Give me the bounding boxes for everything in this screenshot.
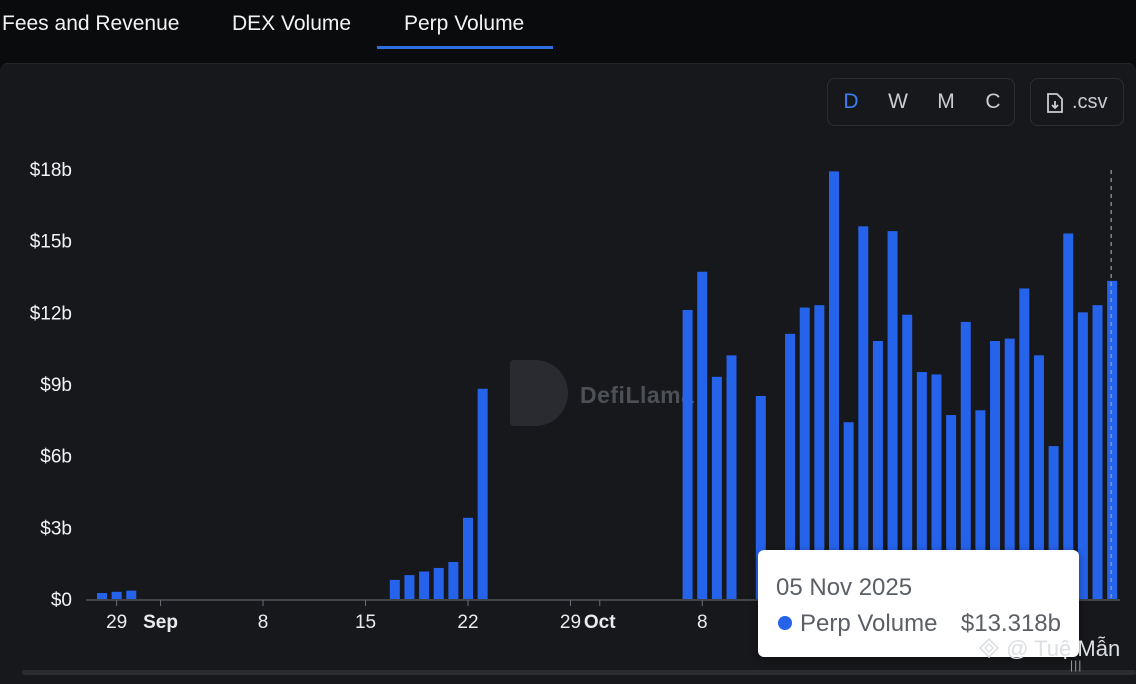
bar[interactable] — [97, 593, 107, 599]
bar[interactable] — [975, 410, 986, 599]
file-download-icon — [1047, 93, 1063, 113]
defillama-watermark: DefiLlama — [510, 360, 710, 430]
active-tab-indicator — [377, 46, 553, 49]
bar[interactable] — [872, 341, 883, 599]
x-tick-label: 29 — [560, 612, 581, 633]
tab-fees-and-revenue[interactable]: Fees and Revenue — [2, 12, 180, 35]
series-color-dot — [778, 616, 792, 630]
bar[interactable] — [477, 388, 488, 599]
csv-button-label: .csv — [1072, 91, 1108, 113]
bar[interactable] — [960, 321, 971, 599]
bar[interactable] — [697, 271, 708, 599]
bar[interactable] — [858, 226, 869, 600]
bar[interactable] — [1107, 280, 1118, 599]
y-tick-label: $3b — [40, 518, 72, 539]
x-tick-label: Oct — [584, 612, 616, 633]
bar[interactable] — [726, 355, 737, 599]
bar[interactable] — [111, 591, 122, 599]
granularity-daily-button[interactable]: D — [843, 90, 859, 113]
x-tick-label: 8 — [258, 612, 269, 633]
bar[interactable] — [1048, 446, 1059, 599]
defillama-logo-icon — [510, 360, 568, 426]
y-tick-label: $0 — [51, 590, 72, 611]
x-tick-label: Sep — [143, 612, 178, 633]
bar[interactable] — [887, 231, 898, 599]
bar[interactable] — [931, 374, 942, 599]
bar[interactable] — [946, 415, 957, 599]
bar[interactable] — [682, 309, 693, 599]
credit-text: @ Tuệ Mẫn — [1006, 636, 1121, 661]
bar[interactable] — [126, 590, 137, 599]
bar[interactable] — [1019, 288, 1030, 599]
bar[interactable] — [916, 372, 927, 599]
bar[interactable] — [785, 333, 796, 599]
bar[interactable] — [843, 422, 854, 599]
tooltip-series-name: Perp Volume — [800, 610, 938, 637]
bar-series — [97, 171, 1118, 600]
y-tick-label: $12b — [30, 303, 72, 324]
y-tick-label: $18b — [30, 160, 72, 181]
y-tick-label: $9b — [40, 375, 72, 396]
chart-tooltip: 05 Nov 2025 Perp Volume $13.318b — [758, 550, 1079, 657]
tooltip-value: $13.318b — [960, 610, 1061, 637]
granularity-cumulative-button[interactable]: C — [985, 90, 1001, 113]
bar[interactable] — [1004, 338, 1015, 599]
bar[interactable] — [829, 171, 839, 599]
author-credit: @ Tuệ Mẫn — [978, 636, 1120, 662]
scrollbar-grip-icon[interactable]: ||| — [1070, 658, 1083, 672]
bar[interactable] — [1092, 305, 1103, 599]
bar[interactable] — [433, 567, 444, 599]
granularity-selector: D W M C — [827, 78, 1015, 126]
watermark-text: DefiLlama — [580, 382, 695, 408]
granularity-monthly-button[interactable]: M — [937, 90, 955, 113]
bar[interactable] — [711, 376, 722, 599]
x-tick-label: 15 — [355, 612, 376, 633]
bar[interactable] — [799, 307, 810, 599]
tooltip-date: 05 Nov 2025 — [776, 574, 913, 601]
bar[interactable] — [1077, 312, 1088, 599]
tab-bar: Fees and Revenue DEX Volume Perp Volume — [0, 0, 1136, 52]
bar[interactable] — [755, 395, 766, 599]
bar[interactable] — [1033, 355, 1044, 599]
y-tick-label: $15b — [30, 232, 72, 253]
social-logo-icon — [978, 637, 1000, 659]
bar[interactable] — [389, 579, 400, 599]
y-axis: $0 $3b $6b $9b $12b $15b $18b — [30, 160, 72, 611]
x-tick-label: 8 — [697, 612, 708, 633]
tab-perp-volume[interactable]: Perp Volume — [404, 12, 525, 35]
bar[interactable] — [902, 314, 913, 599]
y-tick-label: $6b — [40, 447, 72, 468]
granularity-weekly-button[interactable]: W — [888, 90, 908, 113]
chart-range-scrollbar[interactable] — [22, 670, 1136, 675]
bar[interactable] — [990, 341, 1001, 599]
bar[interactable] — [419, 571, 430, 599]
tab-dex-volume[interactable]: DEX Volume — [232, 12, 352, 35]
bar[interactable] — [463, 517, 473, 599]
x-tick-label: 29 — [106, 612, 127, 633]
x-tick-label: 22 — [457, 612, 478, 633]
bar[interactable] — [404, 575, 415, 599]
bar[interactable] — [814, 305, 825, 599]
bar[interactable] — [448, 561, 459, 599]
bar[interactable] — [1063, 233, 1074, 600]
csv-download-button[interactable]: .csv — [1030, 78, 1124, 126]
